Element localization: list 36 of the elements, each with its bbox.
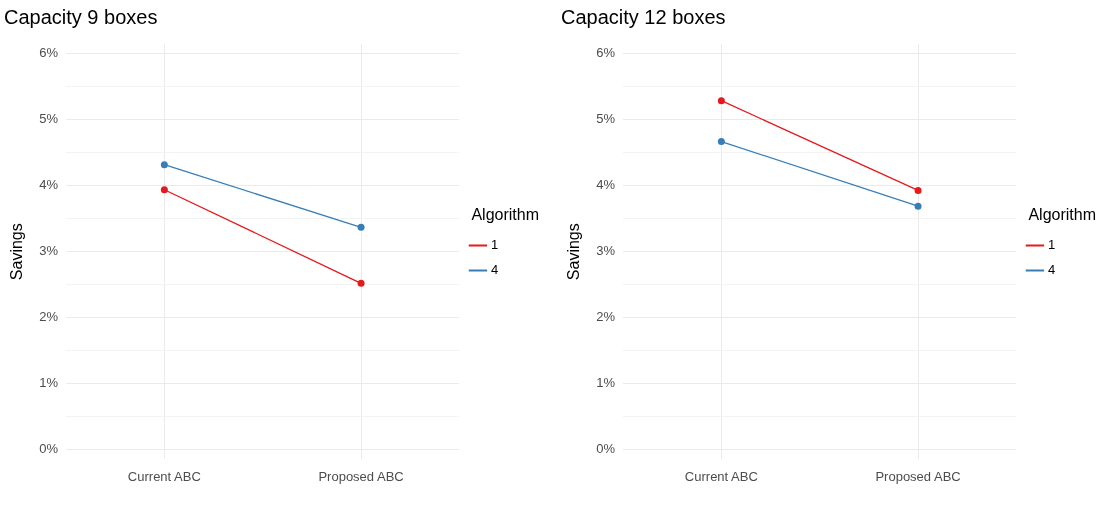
y-tick-label: 3%	[39, 243, 59, 259]
x-tick-label: Current ABC	[127, 468, 201, 484]
y-tick-label: 3%	[596, 243, 616, 259]
x-tick-label: Proposed ABC	[318, 468, 404, 484]
point	[914, 202, 922, 210]
y-axis-title: Savings	[8, 223, 26, 281]
chart-title: Capacity 12 boxes	[561, 5, 726, 28]
chart-title: Capacity 9 boxes	[4, 5, 158, 28]
y-axis-title: Savings	[565, 223, 583, 281]
x-tick-label: Proposed ABC	[875, 468, 961, 484]
y-tick-label: 5%	[39, 111, 59, 127]
y-tick-label: 4%	[39, 177, 59, 193]
x-tick-label: Current ABC	[684, 468, 758, 484]
point	[717, 138, 725, 146]
point	[357, 279, 365, 287]
y-tick-label: 4%	[596, 177, 616, 193]
y-tick-label: 2%	[39, 309, 59, 325]
y-tick-label: 1%	[596, 375, 616, 391]
legend-title: Algorithm	[1028, 206, 1096, 224]
point	[160, 186, 168, 194]
point	[914, 186, 922, 194]
legend-title: Algorithm	[471, 206, 539, 224]
legend-label: 1	[490, 237, 499, 253]
y-tick-label: 0%	[596, 441, 616, 457]
y-tick-label: 5%	[596, 111, 616, 127]
point	[160, 161, 168, 169]
legend-label: 1	[1047, 237, 1056, 253]
y-tick-label: 2%	[596, 309, 616, 325]
point	[717, 97, 725, 105]
y-tick-label: 6%	[596, 45, 616, 61]
legend-label: 4	[490, 262, 499, 278]
y-tick-label: 6%	[39, 45, 59, 61]
point	[357, 223, 365, 231]
legend-label: 4	[1047, 262, 1056, 278]
y-tick-label: 1%	[39, 375, 59, 391]
y-tick-label: 0%	[39, 441, 59, 457]
